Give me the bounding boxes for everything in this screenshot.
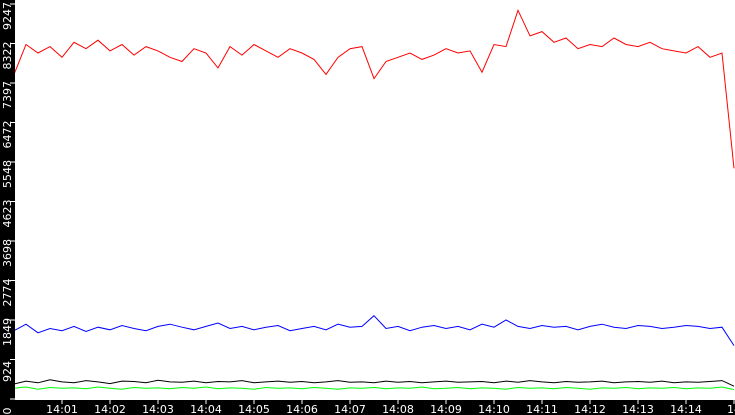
y-tick-label: 0 [1, 408, 14, 415]
x-tick-label: 14:01 [46, 403, 78, 415]
x-tick-label: 14 [727, 403, 735, 415]
y-tick-label: 9247 [1, 2, 14, 30]
y-tick-label: 3698 [1, 239, 14, 267]
x-tick-label: 14:08 [382, 403, 414, 415]
series-line-0 [13, 8, 735, 169]
x-tick-label: 14:14 [670, 403, 702, 415]
y-tick-label: 6472 [1, 121, 14, 149]
series-group [13, 8, 735, 391]
y-tick-label: 8322 [1, 42, 14, 70]
y-tick-label: 5548 [1, 160, 14, 188]
x-axis: 14:01 14:02 14:03 14:04 14:05 14:06 14:07 14:08… [46, 400, 735, 415]
x-tick-label: 14:04 [190, 403, 222, 415]
y-tick-label: 924 [1, 361, 14, 382]
x-tick-label: 14:07 [334, 403, 366, 415]
x-tick-label: 14:11 [526, 403, 558, 415]
plot-area [15, 0, 735, 400]
series-line-2 [13, 379, 735, 387]
x-tick-label: 14:02 [94, 403, 126, 415]
y-axis: 0 924 1849 2774 3698 4623 5548 6472 7397 8322 9247 [1, 2, 15, 415]
y-tick-label: 1849 [1, 318, 14, 346]
y-tick-label: 4623 [1, 200, 14, 228]
x-tick-label: 14:13 [622, 403, 654, 415]
x-tick-label: 14:03 [142, 403, 174, 415]
y-tick-label: 7397 [1, 81, 14, 109]
series-line-1 [13, 315, 735, 346]
x-tick-label: 14:12 [574, 403, 606, 415]
x-tick-label: 14:05 [238, 403, 270, 415]
x-tick-label: 14:09 [430, 403, 462, 415]
series-line-3 [13, 386, 735, 391]
x-axis-band [0, 400, 735, 415]
x-tick-label: 14:10 [478, 403, 510, 415]
y-axis-band [0, 0, 15, 415]
x-tick-label: 14:06 [286, 403, 318, 415]
y-tick-label: 2774 [1, 279, 14, 307]
